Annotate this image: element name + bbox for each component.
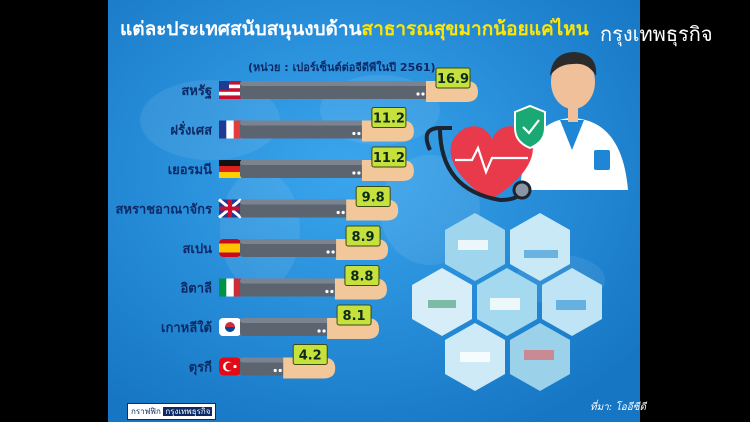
bar-dot — [352, 131, 356, 136]
bar-row-3: สหราชอาณาจักร 9.8 — [115, 186, 399, 221]
italy-flag-icon — [219, 278, 241, 297]
value-box — [292, 344, 328, 365]
bar-highlight — [240, 278, 339, 284]
flag-cross — [219, 206, 241, 211]
bar-highlight — [240, 357, 288, 363]
flag-stripe — [219, 166, 241, 172]
value-label: 8.9 — [352, 230, 375, 245]
bar-dot — [273, 368, 277, 373]
value-label: 11.2 — [373, 112, 405, 127]
source-note: ที่มา: โออีซีดี — [590, 402, 647, 413]
bar-dot — [341, 210, 345, 215]
spain-flag-icon — [219, 239, 241, 257]
bar-dot — [331, 250, 335, 254]
value-label: 8.8 — [350, 270, 373, 285]
category-label: สหรัฐ — [181, 84, 212, 100]
bar-highlight — [240, 239, 341, 244]
flag-taeguk — [225, 327, 235, 332]
bar-dot — [317, 329, 321, 333]
germany-flag-icon — [219, 160, 241, 178]
bar-row-2: เยอรมนี 11.2 — [168, 146, 414, 181]
bar-row-5: อิตาลี 8.8 — [180, 265, 387, 300]
france-flag-icon — [219, 120, 241, 139]
bar-dot — [326, 250, 330, 254]
bar-row-6: เกาหลีใต้ 8.1 — [161, 304, 380, 339]
flag-stripe — [219, 278, 227, 297]
flag-canton — [219, 81, 229, 90]
flag-stripe — [219, 81, 241, 85]
flag-stripe — [219, 95, 241, 99]
value-label: 4.2 — [299, 349, 322, 364]
heart-stethoscope-icon — [424, 104, 546, 203]
value-box — [336, 304, 372, 326]
bar-dot — [416, 92, 420, 96]
flag-stripe — [219, 172, 241, 178]
south-korea-flag-icon — [219, 318, 241, 336]
value-box — [371, 107, 407, 128]
bar-highlight — [240, 199, 351, 205]
chart-title: แต่ละประเทศสนับสนุนงบด้านสาธารณสุขมากน้อ… — [120, 18, 589, 40]
brand-logo-text: กรุงเทพธุรกิจ — [600, 22, 713, 46]
uk-flag-icon — [218, 198, 242, 219]
bar-row-7: ตุรกี 4.2 — [189, 344, 336, 379]
bar-dot — [421, 92, 425, 96]
unit-note: (หน่วย : เปอร์เซ็นต์ต่อจีดีพีในปี 2561) — [248, 61, 436, 74]
value-label: 9.8 — [362, 191, 385, 206]
bar-row-0: สหรัฐ 16.9 — [181, 67, 478, 102]
value-box — [435, 67, 471, 89]
flag-stripe — [219, 160, 241, 166]
flag-stripe — [219, 243, 241, 253]
us-flag-icon — [219, 81, 241, 99]
category-label: ฝรั่งเศส — [170, 121, 212, 139]
value-label: 16.9 — [437, 72, 469, 87]
bar-dot — [322, 329, 326, 333]
category-label: อิตาลี — [180, 281, 212, 297]
flag-stripe — [233, 278, 241, 297]
bar-dot — [336, 210, 340, 215]
turkey-flag-icon — [219, 357, 241, 376]
bar-dot — [278, 368, 282, 373]
value-box — [355, 186, 391, 207]
value-label: 11.2 — [373, 151, 405, 166]
bar-dot — [357, 131, 361, 136]
category-label: เกาหลีใต้ — [161, 319, 212, 336]
hospital-hexagon-illustration — [412, 213, 602, 391]
flag-stripe — [219, 88, 241, 92]
value-box — [344, 265, 380, 286]
bar-highlight — [240, 120, 366, 126]
value-label: 8.1 — [343, 309, 366, 324]
flag-stripe — [233, 120, 241, 139]
bar-dot — [352, 171, 356, 175]
value-box — [345, 225, 381, 247]
flag-crescent — [225, 362, 234, 371]
bar-dot — [330, 289, 334, 294]
bar-highlight — [240, 318, 332, 323]
bar-highlight — [240, 81, 430, 86]
bar-chart: สหรัฐ 16.9 ฝรั่งเศส 11.2 เยอรมนี 11.2 สหราชอาณ… — [115, 67, 478, 379]
category-label: เยอรมนี — [168, 162, 212, 178]
bar-dot — [325, 289, 329, 294]
bar-row-1: ฝรั่งเศส 11.2 — [170, 107, 414, 142]
value-box — [371, 146, 407, 168]
flag-star — [233, 364, 237, 369]
graphic-credit: กราฟฟิก กรุงเทพธุรกิจ — [127, 403, 217, 420]
bar-dot — [357, 171, 361, 175]
category-label: สเปน — [182, 242, 212, 257]
flag-stripe — [219, 120, 227, 139]
bar-highlight — [240, 160, 366, 165]
category-label: สหราชอาณาจักร — [115, 203, 212, 218]
bar-row-4: สเปน 8.9 — [182, 225, 389, 260]
doctor-illustration — [520, 52, 628, 190]
category-label: ตุรกี — [189, 360, 212, 376]
